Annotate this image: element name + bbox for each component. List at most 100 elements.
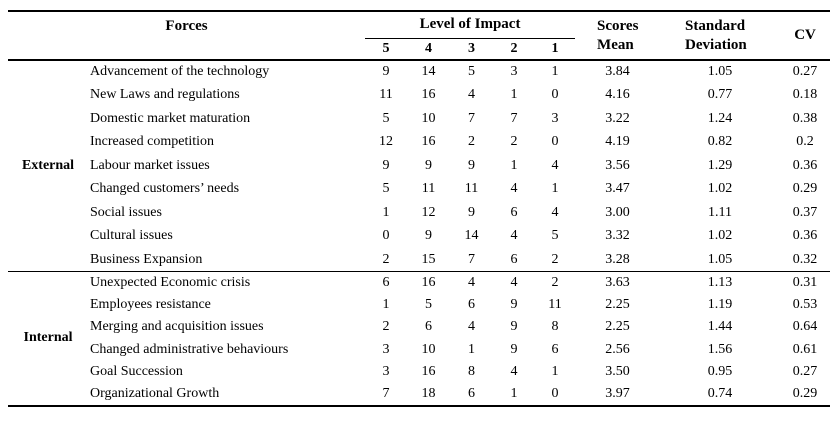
impact-count-5-cell: 1 <box>382 204 390 220</box>
impact-count-1-cell: 6 <box>551 341 559 357</box>
group-label-internal: Internal <box>8 270 88 406</box>
scores-mean-cell: 2.25 <box>605 319 630 335</box>
impact-count-5-cell: 1 <box>382 297 390 313</box>
impact-level-1-header: 1 <box>551 41 559 56</box>
impact-count-3-cell: 9 <box>468 157 476 173</box>
impact-count-1-cell: 8 <box>551 319 559 335</box>
impact-count-3-cell: 4 <box>468 87 476 103</box>
impact-count-4-cell: 16 <box>421 364 436 380</box>
impact-count-5-cell: 2 <box>382 251 390 267</box>
force-name-cell: Organizational Growth <box>90 386 220 402</box>
scores-mean-cell: 4.19 <box>605 134 630 150</box>
force-name-cell: Cultural issues <box>90 228 173 244</box>
impact-count-1-cell: 0 <box>551 87 559 103</box>
table-row: Internal Unexpected Economic crisis 6 16 4 4 2… <box>8 270 831 406</box>
impact-count-3-cell: 9 <box>468 204 476 220</box>
table-row: Business Expansion 2 15 7 6 2 3.28 1.05 0.32 <box>8 248 830 272</box>
forces-header: Forces <box>165 18 208 34</box>
cv-cell: 0.53 <box>792 297 818 313</box>
impact-count-5-cell: 9 <box>382 157 390 173</box>
impact-count-3-cell: 5 <box>450 59 494 84</box>
table-header: Forces Level of Impact Scores Mean Stand… <box>8 11 830 60</box>
group-label-external: External <box>8 59 88 272</box>
impact-count-4-cell: 15 <box>421 251 436 267</box>
impact-count-3-cell: 6 <box>468 297 476 313</box>
cv-cell: 0.32 <box>792 251 818 267</box>
impact-count-5-cell: 11 <box>379 87 393 103</box>
cv-cell: 0.2 <box>796 134 814 150</box>
impact-count-4-cell: 16 <box>407 270 451 294</box>
impact-count-4-cell: 9 <box>425 228 433 244</box>
impact-count-1-cell: 1 <box>551 364 559 380</box>
impact-count-2-cell: 2 <box>510 134 518 150</box>
scores-mean-cell: 3.47 <box>605 181 630 197</box>
impact-count-5-cell: 5 <box>382 110 390 126</box>
scores-mean-cell: 3.00 <box>605 204 630 220</box>
impact-count-3-cell: 1 <box>468 341 476 357</box>
standard-deviation-cell: 1.19 <box>707 297 733 313</box>
impact-count-2-cell: 1 <box>510 386 518 402</box>
impact-count-3-cell: 4 <box>450 270 494 294</box>
standard-deviation-header: Standard Deviation <box>660 11 780 60</box>
impact-count-2-cell: 1 <box>510 157 518 173</box>
cv-cell: 0.64 <box>792 319 818 335</box>
impact-count-5-cell: 12 <box>379 134 394 150</box>
scores-mean-cell: 4.16 <box>605 87 630 103</box>
table-row: Goal Succession 3 16 8 4 1 3.50 0.95 0.27 <box>8 361 830 383</box>
impact-level-4-header: 4 <box>425 41 433 56</box>
impact-count-3-cell: 7 <box>468 110 476 126</box>
force-name-cell: Advancement of the technology <box>88 59 366 84</box>
standard-deviation-cell: 1.13 <box>660 270 781 294</box>
table-row: Merging and acquisition issues 2 6 4 9 8 2.25 1… <box>8 316 830 338</box>
impact-count-4-cell: 10 <box>421 110 436 126</box>
impact-count-1-cell: 2 <box>535 270 576 294</box>
standard-deviation-cell: 0.74 <box>707 386 733 402</box>
impact-count-5-cell: 7 <box>382 386 390 402</box>
scores-mean-cell: 3.22 <box>605 110 630 126</box>
impact-count-1-cell: 4 <box>551 157 559 173</box>
table-row: Cultural issues 0 9 14 4 5 3.32 1.02 0.36 <box>8 225 830 249</box>
standard-deviation-cell: 1.02 <box>707 181 733 197</box>
impact-count-5-cell: 3 <box>382 364 390 380</box>
scores-mean-cell: 2.25 <box>605 297 630 313</box>
forces-impact-table: Forces Level of Impact Scores Mean Stand… <box>8 10 831 407</box>
standard-deviation-line1: Standard <box>685 17 746 34</box>
standard-deviation-cell: 1.05 <box>707 251 733 267</box>
scores-mean-cell: 3.50 <box>605 364 630 380</box>
force-name-cell: Changed customers’ needs <box>90 181 240 197</box>
header-row-impact-levels: 5 4 3 2 1 <box>8 38 830 60</box>
impact-level-3-header: 3 <box>468 41 476 56</box>
table-row: External Advancement of the technology 9 14… <box>8 59 831 272</box>
cv-cell: 0.29 <box>792 181 818 197</box>
forces-impact-table-container: Forces Level of Impact Scores Mean Stand… <box>8 10 831 407</box>
impact-count-4-cell: 16 <box>421 87 436 103</box>
impact-count-3-cell: 14 <box>464 228 479 244</box>
impact-count-4-cell: 6 <box>425 319 433 335</box>
impact-count-2-cell: 6 <box>510 204 518 220</box>
standard-deviation-cell: 1.29 <box>707 157 733 173</box>
scores-mean-cell: 3.84 <box>575 59 661 84</box>
standard-deviation-cell: 1.56 <box>707 341 733 357</box>
table-row: Domestic market maturation 5 10 7 7 3 3.22 1.24… <box>8 107 830 131</box>
table-row: Employees resistance 1 5 6 9 11 2.25 1.19 0.53 <box>8 294 830 316</box>
impact-count-1-cell: 1 <box>535 59 576 84</box>
table-row: Social issues 1 12 9 6 4 3.00 1.11 0.37 <box>8 201 830 225</box>
force-name-cell: Social issues <box>90 204 162 220</box>
scores-mean-cell: 2.56 <box>605 341 630 357</box>
impact-count-3-cell: 8 <box>468 364 476 380</box>
impact-count-2-cell: 6 <box>510 251 518 267</box>
impact-count-3-cell: 11 <box>464 181 479 197</box>
impact-count-2-cell: 7 <box>510 110 518 126</box>
impact-count-1-cell: 4 <box>551 204 559 220</box>
impact-count-4-cell: 16 <box>421 134 436 150</box>
impact-count-4-cell: 18 <box>421 386 436 402</box>
table-row: Organizational Growth 7 18 6 1 0 3.97 0.74 0.29 <box>8 383 830 405</box>
force-name-cell: Labour market issues <box>90 157 210 173</box>
header-row-top: Forces Level of Impact Scores Mean Stand… <box>8 11 830 53</box>
impact-count-4-cell: 10 <box>421 341 436 357</box>
table-row: Changed administrative behaviours 3 10 1 9 6 2… <box>8 339 830 361</box>
cv-cell: 0.27 <box>780 59 831 84</box>
impact-level-2-header: 2 <box>510 41 518 56</box>
impact-count-5-cell: 5 <box>382 181 390 197</box>
impact-count-2-cell: 4 <box>510 181 518 197</box>
